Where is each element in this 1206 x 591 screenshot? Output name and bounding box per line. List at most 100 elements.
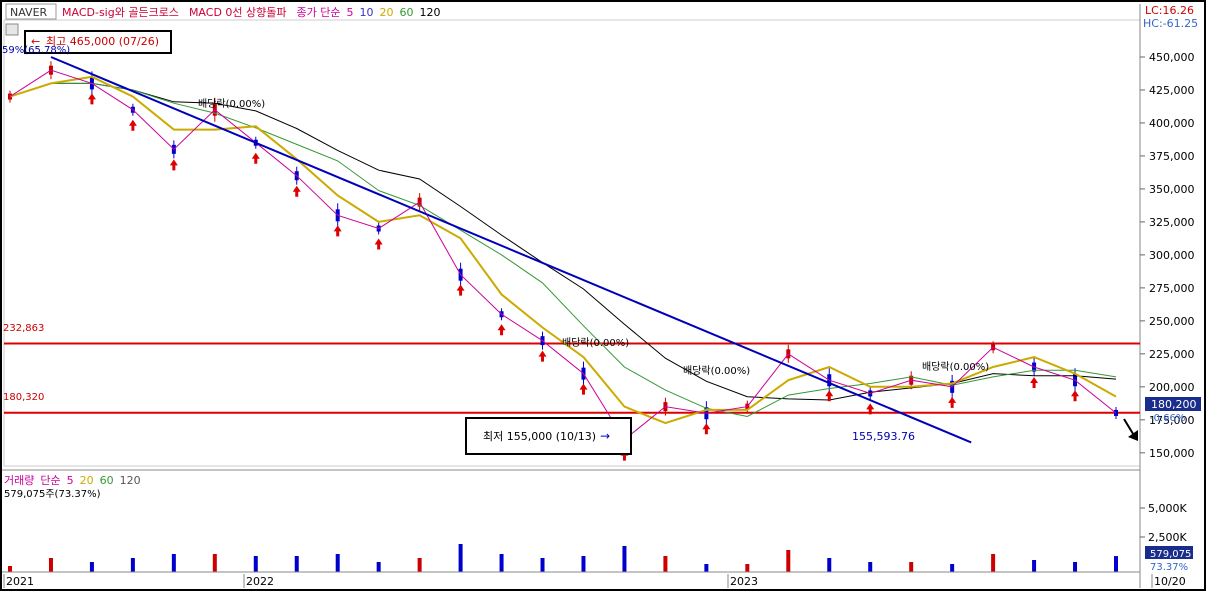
x-tick-label: 2023: [730, 575, 758, 588]
legend-item: 종가 단순: [297, 6, 341, 19]
buy-signal-icon: [333, 225, 342, 237]
last-price-tag: [1145, 397, 1201, 411]
x-tick-label: 2021: [6, 575, 34, 588]
last-volume: 579,075: [1150, 549, 1191, 560]
volume-bar: [581, 556, 586, 572]
buy-signal-icon: [128, 119, 137, 131]
volume-bar: [294, 556, 299, 572]
volume-bar: [704, 564, 709, 572]
volume-bar: [991, 554, 996, 572]
volume-bar: [417, 558, 422, 572]
volume-legend-period: 120: [120, 474, 141, 487]
trend-end-label: 155,593.76: [852, 430, 915, 443]
last-price: 180,200: [1151, 398, 1197, 411]
lc-readout: LC:16.26: [1145, 4, 1194, 17]
buy-signal-icon: [948, 396, 957, 408]
volume-legend-title: 거래량: [4, 474, 34, 487]
last-change: -0.66%: [1150, 413, 1185, 424]
volume-bar: [868, 562, 873, 572]
low-annotation-box: [465, 417, 632, 455]
dividend-label-3: 배당락(0.00%): [683, 365, 750, 377]
last-volume-tag: [1145, 546, 1193, 559]
down-arrow-icon: [1128, 430, 1138, 441]
y-tick-label: 325,000: [1149, 216, 1195, 229]
volume-bar: [130, 558, 135, 572]
volume-bar: [335, 554, 340, 572]
x-tick-label: 2022: [246, 575, 274, 588]
price-legend: NAVER MACD-sig와 골든크로스 MACD 0선 상향돌파 종가 단순 5 1…: [5, 3, 441, 20]
volume-plot: 5,000K 2,500K: [2, 502, 1187, 573]
legend-item: MACD 0선 상향돌파: [189, 6, 287, 19]
symbol-label: NAVER: [10, 6, 48, 19]
volume-bar: [622, 546, 627, 572]
x-axis: 2021 2022 2023 10/20: [3, 574, 1186, 588]
buy-signal-icon: [87, 93, 96, 105]
dividend-label-4: 배당락(0.00%): [922, 361, 989, 373]
y-tick-label: 150,000: [1149, 447, 1195, 460]
low-annotation: 최저 155,000 (10/13): [483, 430, 596, 443]
high-sub-annotation: 59%(65.78%): [2, 45, 70, 56]
volume-bar: [950, 564, 955, 572]
y-tick-label: 350,000: [1149, 183, 1195, 196]
volume-bar: [663, 556, 668, 572]
volume-bar: [8, 566, 12, 572]
y-tick-label: 400,000: [1149, 117, 1195, 130]
lower-level-label: 180,320: [3, 392, 44, 403]
y-tick-label: 200,000: [1149, 381, 1195, 394]
y-tick-label: 375,000: [1149, 150, 1195, 163]
buy-signal-icon: [251, 152, 260, 164]
indicator-legend: MACD-sig와 골든크로스 MACD 0선 상향돌파 종가 단순 5 10 20 60 1…: [62, 6, 441, 19]
volume-bar: [1114, 556, 1118, 572]
volume-bar: [499, 554, 504, 572]
symbol-box[interactable]: [5, 3, 57, 20]
volume-legend-period: 5: [67, 474, 74, 487]
volume-bar: [786, 550, 791, 572]
buy-signal-icon: [1071, 390, 1080, 402]
y-tick-label: 275,000: [1149, 282, 1195, 295]
volume-bar: [1032, 560, 1037, 572]
volume-bar: [89, 562, 94, 572]
volume-bar: [909, 562, 914, 572]
x-tick-label: 10/20: [1154, 575, 1186, 588]
volume-bar: [827, 558, 832, 572]
high-arrow-icon: ←: [31, 35, 40, 48]
y-tick-label: 300,000: [1149, 249, 1195, 262]
legend-item: 120: [420, 6, 441, 19]
volume-bar: [1073, 562, 1078, 572]
buy-signal-icon: [579, 383, 588, 395]
volume-bar: [212, 554, 217, 572]
volume-legend-period: 60: [100, 474, 114, 487]
buy-signal-icon: [825, 390, 834, 402]
volume-bar: [540, 558, 545, 572]
volume-legend: 거래량 단순 5 20 60 120: [4, 474, 141, 487]
dividend-label-2: 배당락(0.00%): [562, 337, 629, 349]
volume-legend-ma: 단순: [40, 474, 60, 487]
legend-item: MACD-sig와 골든크로스: [62, 6, 179, 19]
hc-readout: HC:-61.25: [1143, 17, 1198, 30]
trend-line: [50, 56, 972, 444]
legend-item: 60: [400, 6, 414, 19]
grid-icon[interactable]: [5, 23, 19, 36]
last-volume-ratio: 73.37%: [1150, 562, 1188, 573]
ma5-line: [9, 69, 1117, 441]
volume-bar: [171, 554, 176, 572]
y-tick-label: 225,000: [1149, 348, 1195, 361]
high-annotation: 최고 465,000 (07/26): [46, 35, 159, 48]
ma60-line: [9, 82, 1117, 418]
volume-bar: [48, 558, 53, 572]
buy-signal-icon: [538, 350, 547, 362]
y-tick-label: 450,000: [1149, 51, 1195, 64]
buy-signal-icon: [866, 403, 875, 415]
buy-signal-icon: [620, 449, 629, 461]
legend-item: 5: [347, 6, 354, 19]
buy-signal-icon: [497, 324, 506, 336]
volume-legend-period: 20: [80, 474, 94, 487]
upper-level-label: 232,863: [3, 323, 44, 334]
y-tick-label: 175,000: [1149, 414, 1195, 427]
legend-item: 10: [360, 6, 374, 19]
volume-y-tick-label: 5,000K: [1148, 502, 1187, 515]
buy-signal-icon: [374, 238, 383, 250]
